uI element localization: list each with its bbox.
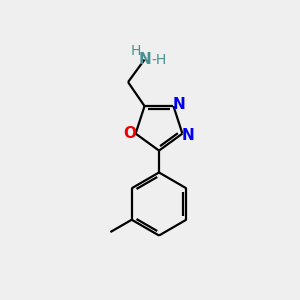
Text: H: H [130, 44, 141, 58]
Text: N: N [172, 97, 185, 112]
Text: N: N [182, 128, 194, 142]
Text: N: N [138, 52, 151, 67]
Text: O: O [124, 126, 137, 141]
Text: -H: -H [151, 52, 166, 67]
